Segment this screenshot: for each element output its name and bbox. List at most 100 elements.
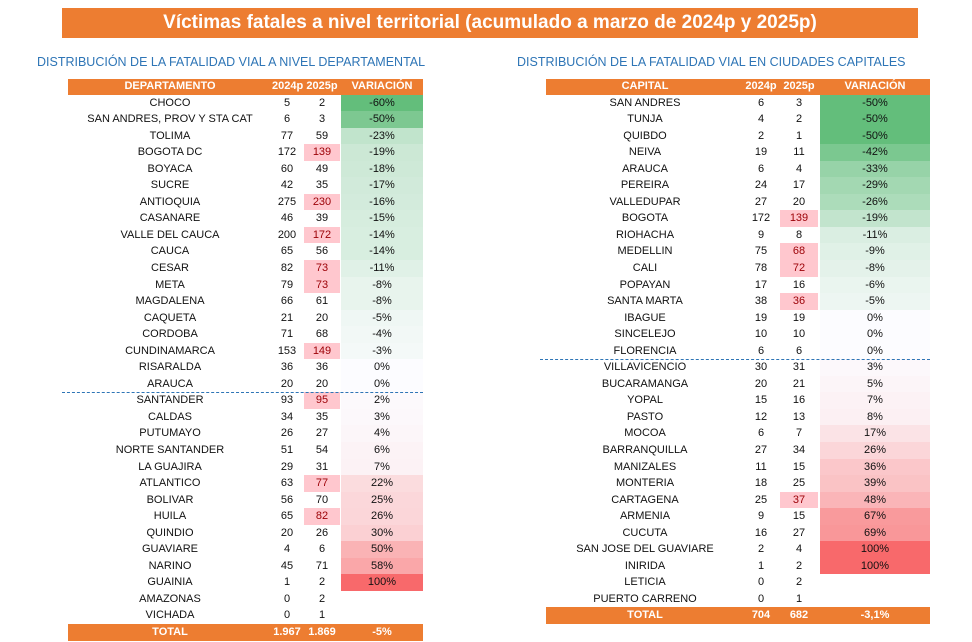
value-2024-cell: 27 bbox=[754, 443, 768, 456]
table-row: ARAUCA 6 4 -33% bbox=[546, 160, 930, 178]
name-cell: BOYACA bbox=[147, 162, 193, 175]
value-2025-cell: 59 bbox=[315, 129, 329, 142]
name-cell: VILLAVICENCIO bbox=[603, 361, 687, 374]
table-row: POPAYAN 17 16 -6% bbox=[546, 276, 930, 294]
name-cell: CALI bbox=[632, 261, 658, 274]
table-row: CORDOBA 71 68 -4% bbox=[68, 326, 423, 343]
value-2024-cell: 66 bbox=[280, 295, 294, 308]
value-2025-cell: 27 bbox=[315, 427, 329, 440]
name-cell: SAN ANDRES, PROV Y STA CAT bbox=[87, 113, 253, 126]
variation-cell: 26% bbox=[341, 508, 423, 525]
variation-cell: 58% bbox=[341, 557, 423, 575]
value-2024-cell: 1.967 bbox=[273, 626, 301, 638]
value-2024-cell: 20 bbox=[280, 377, 294, 390]
table-row: BOGOTA DC 172 139 -19% bbox=[68, 144, 423, 161]
value-2024-cell: 17 bbox=[754, 278, 768, 291]
variation-cell bbox=[820, 574, 930, 591]
name-cell: PUERTO CARRENO bbox=[593, 592, 697, 605]
value-2025-cell: 2025p bbox=[783, 80, 815, 92]
value-2025-cell: 73 bbox=[304, 276, 340, 294]
value-2025-cell: 61 bbox=[315, 295, 329, 308]
value-2025-cell: 2 bbox=[795, 113, 803, 126]
separator-line bbox=[62, 392, 423, 394]
table-row: FLORENCIA 6 6 0% bbox=[546, 342, 930, 360]
name-cell: SINCELEJO bbox=[614, 328, 676, 341]
value-2024-cell: 21 bbox=[280, 311, 294, 324]
value-2025-cell: 11 bbox=[793, 146, 805, 159]
table-row: TOLIMA 77 59 -23% bbox=[68, 127, 423, 145]
variation-cell: VARIACIÓN bbox=[351, 80, 413, 92]
name-cell: RIOHACHA bbox=[615, 228, 675, 241]
name-cell: TOTAL bbox=[627, 609, 663, 622]
value-2025-cell: 7 bbox=[795, 427, 803, 440]
table-row: NARINO 45 71 58% bbox=[68, 557, 423, 575]
variation-cell: 3% bbox=[820, 359, 930, 376]
table-row: PUERTO CARRENO 0 1 bbox=[546, 591, 930, 608]
table-row: CARTAGENA 25 37 48% bbox=[546, 491, 930, 509]
table-row: AMAZONAS 0 2 bbox=[68, 591, 423, 608]
name-cell: CASANARE bbox=[139, 212, 201, 225]
departmental-table: DEPARTAMENTO 2024p 2025p VARIACIÓN CHOCO 5 2 -6… bbox=[68, 79, 423, 641]
value-2025-cell: 15 bbox=[792, 460, 806, 473]
table-row: NEIVA 19 11 -42% bbox=[546, 144, 930, 161]
table-row: PEREIRA 24 17 -29% bbox=[546, 177, 930, 194]
variation-cell: -15% bbox=[341, 210, 423, 227]
variation-cell: -3,1% bbox=[860, 609, 890, 622]
variation-cell bbox=[341, 607, 423, 624]
value-2024-cell: 11 bbox=[755, 460, 767, 473]
name-cell: TOLIMA bbox=[149, 129, 191, 142]
table-header: CAPITAL 2024p 2025p VARIACIÓN bbox=[546, 79, 930, 95]
table-total-row: TOTAL 704 682 -3,1% bbox=[546, 607, 930, 624]
value-2025-cell: 56 bbox=[315, 245, 329, 258]
name-cell: ARAUCA bbox=[147, 377, 193, 390]
value-2024-cell: 4 bbox=[283, 543, 291, 556]
value-2025-cell: 20 bbox=[792, 195, 806, 208]
value-2025-cell: 19 bbox=[792, 311, 806, 324]
table-row: LETICIA 0 2 bbox=[546, 574, 930, 591]
table-header: DEPARTAMENTO 2024p 2025p VARIACIÓN bbox=[68, 79, 423, 95]
value-2024-cell: 65 bbox=[280, 245, 294, 258]
name-cell: MAGDALENA bbox=[135, 295, 205, 308]
value-2025-cell: 4 bbox=[795, 543, 803, 556]
name-cell: SAN JOSE DEL GUAVIARE bbox=[576, 543, 714, 556]
name-cell: INIRIDA bbox=[624, 559, 666, 572]
name-cell: MEDELLIN bbox=[617, 245, 673, 258]
name-cell: BUCARAMANGA bbox=[601, 377, 689, 390]
value-2025-cell: 31 bbox=[315, 460, 329, 473]
name-cell: SANTANDER bbox=[136, 394, 204, 407]
table-row: RISARALDA 36 36 0% bbox=[68, 359, 423, 376]
value-2025-cell: 31 bbox=[792, 361, 806, 374]
table-row: ATLANTICO 63 77 22% bbox=[68, 475, 423, 492]
value-2024-cell: 82 bbox=[280, 261, 294, 274]
value-2025-cell: 54 bbox=[315, 443, 329, 456]
variation-cell: 2% bbox=[341, 392, 423, 409]
variation-cell: -33% bbox=[820, 160, 930, 178]
name-cell: NORTE SANTANDER bbox=[115, 443, 225, 456]
value-2024-cell: 704 bbox=[751, 609, 771, 622]
table-row: CALI 78 72 -8% bbox=[546, 259, 930, 277]
value-2024-cell: 36 bbox=[280, 361, 294, 374]
value-2024-cell: 9 bbox=[757, 228, 765, 241]
name-cell: CARTAGENA bbox=[611, 493, 679, 506]
table-row: BUCARAMANGA 20 21 5% bbox=[546, 375, 930, 393]
variation-cell: -8% bbox=[820, 259, 930, 277]
name-cell: PUTUMAYO bbox=[139, 427, 201, 440]
table-row: CALDAS 34 35 3% bbox=[68, 408, 423, 426]
value-2025-cell: 27 bbox=[792, 526, 806, 539]
variation-cell: -50% bbox=[820, 127, 930, 145]
variation-cell: -19% bbox=[820, 210, 930, 227]
value-2024-cell: 19 bbox=[754, 146, 768, 159]
table-row: NORTE SANTANDER 51 54 6% bbox=[68, 441, 423, 459]
variation-cell: 50% bbox=[341, 541, 423, 558]
variation-cell: 3% bbox=[341, 408, 423, 426]
value-2025-cell: 2 bbox=[318, 592, 326, 605]
value-2025-cell: 77 bbox=[304, 475, 340, 492]
variation-cell: -23% bbox=[341, 127, 423, 145]
name-cell: LETICIA bbox=[624, 576, 666, 589]
name-cell: HUILA bbox=[153, 510, 187, 523]
value-2025-cell: 71 bbox=[315, 559, 329, 572]
value-2025-cell: 3 bbox=[795, 96, 803, 109]
variation-cell: 100% bbox=[820, 557, 930, 575]
value-2024-cell: 18 bbox=[754, 477, 768, 490]
variation-cell: 0% bbox=[820, 326, 930, 343]
